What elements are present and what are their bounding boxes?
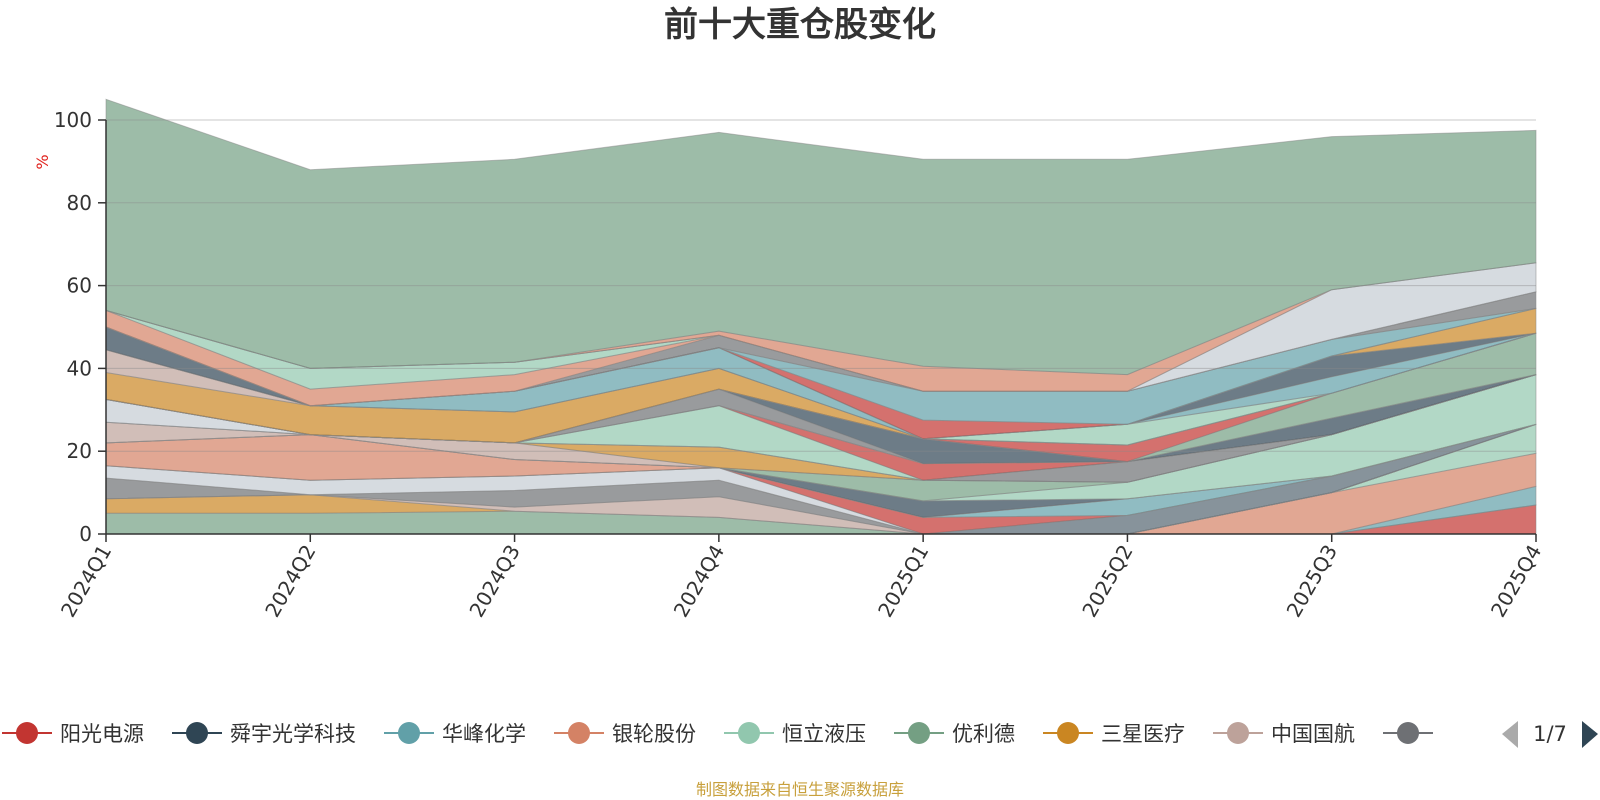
legend-marker <box>1227 722 1249 744</box>
y-tick-label: 60 <box>67 274 92 298</box>
x-tick-label: 2025Q3 <box>1282 541 1342 622</box>
legend-marker <box>16 722 38 744</box>
legend-item-7[interactable]: 三星医疗 <box>1043 722 1185 746</box>
x-tick-label: 2025Q1 <box>873 541 933 622</box>
area-series-group <box>105 98 1537 535</box>
legend-label: 优利德 <box>952 722 1015 746</box>
legend-marker <box>908 722 930 744</box>
legend-marker <box>398 722 420 744</box>
legend-item-2[interactable]: 舜宇光学科技 <box>172 722 356 746</box>
chart-title: 前十大重仓股变化 <box>664 5 936 45</box>
x-tick-label: 2024Q3 <box>464 541 524 622</box>
legend-label: 中国国航 <box>1271 722 1355 746</box>
legend-item-3[interactable]: 华峰化学 <box>384 722 526 746</box>
x-tick-label: 2024Q2 <box>260 541 320 622</box>
legend-label: 华峰化学 <box>442 722 526 746</box>
x-tick-label: 2024Q1 <box>56 541 116 622</box>
area-series-43 <box>105 98 1537 376</box>
legend-label: 恒立液压 <box>782 722 866 746</box>
y-tick-label: 0 <box>79 522 92 546</box>
legend-item-9[interactable] <box>1383 722 1433 744</box>
legend-item-5[interactable]: 恒立液压 <box>724 722 866 746</box>
x-tick-label: 2025Q4 <box>1486 541 1546 622</box>
x-tick-label: 2025Q2 <box>1077 541 1137 622</box>
legend-label: 阳光电源 <box>60 722 144 746</box>
grid-lines <box>106 119 1536 452</box>
y-tick-label: 40 <box>67 356 92 380</box>
legend-item-6[interactable]: 优利德 <box>894 722 1015 746</box>
legend-marker <box>568 722 590 744</box>
legend-marker <box>186 722 208 744</box>
legend[interactable]: 阳光电源 舜宇光学科技 华峰化学 银轮股份 恒立液压 优利德 三星医疗 中国国航 1/7 <box>2 721 1598 748</box>
y-axis-unit: % <box>33 154 52 169</box>
legend-prev-page-icon[interactable] <box>1502 721 1518 748</box>
legend-item-8[interactable]: 中国国航 <box>1213 722 1355 746</box>
y-tick-label: 20 <box>67 439 92 463</box>
source-note: 制图数据来自恒生聚源数据库 <box>696 780 904 799</box>
legend-label: 舜宇光学科技 <box>230 722 356 746</box>
x-tick-label: 2024Q4 <box>669 541 729 622</box>
legend-label: 银轮股份 <box>612 722 696 746</box>
legend-next-page-icon[interactable] <box>1582 721 1598 748</box>
legend-marker <box>738 722 760 744</box>
y-tick-label: 100 <box>54 108 92 132</box>
legend-label: 三星医疗 <box>1101 722 1185 746</box>
legend-marker <box>1057 722 1079 744</box>
legend-item-1[interactable]: 阳光电源 <box>2 722 144 746</box>
legend-item-4[interactable]: 银轮股份 <box>554 722 696 746</box>
legend-marker <box>1397 722 1419 744</box>
y-tick-label: 80 <box>67 191 92 215</box>
legend-page-indicator: 1/7 <box>1533 722 1567 746</box>
